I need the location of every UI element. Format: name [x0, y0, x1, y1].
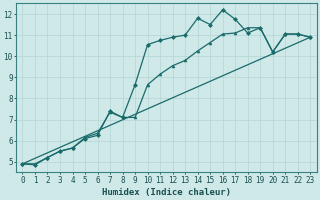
X-axis label: Humidex (Indice chaleur): Humidex (Indice chaleur) — [102, 188, 231, 197]
